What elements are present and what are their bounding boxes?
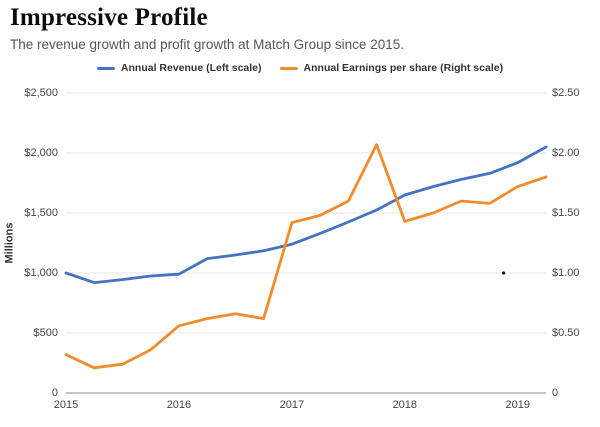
y-axis-left-tick: $1,000 <box>24 267 58 279</box>
left-axis-title: Millions <box>3 222 16 264</box>
x-axis-tick: 2015 <box>53 399 79 411</box>
y-axis-left-tick: $2,500 <box>24 87 58 99</box>
legend-item-eps: Annual Earnings per share (Right scale) <box>279 62 504 74</box>
revenue-line-swatch <box>96 66 115 70</box>
y-axis-left-tick: 0 <box>51 387 58 399</box>
eps-line-swatch <box>279 66 298 70</box>
page-title: Impressive Profile <box>10 4 208 31</box>
page-subtitle: The revenue growth and profit growth at … <box>10 37 404 52</box>
annotation-dot <box>502 271 506 275</box>
series-line-revenue <box>64 145 548 285</box>
x-axis-tick: 2019 <box>505 399 530 411</box>
y-axis-left-tick: $2,000 <box>24 147 58 159</box>
y-axis-right-tick: $0.50 <box>552 327 580 339</box>
x-axis-tick: 2016 <box>166 399 192 411</box>
y-axis-right-tick: 0 <box>552 387 559 399</box>
y-axis-left-tick: $1,500 <box>24 207 58 219</box>
chart-legend: Annual Revenue (Left scale) Annual Earni… <box>0 62 600 74</box>
legend-item-revenue: Annual Revenue (Left scale) <box>96 62 262 74</box>
legend-label-eps: Annual Earnings per share (Right scale) <box>303 62 504 74</box>
x-axis-tick: 2017 <box>279 399 305 411</box>
y-axis-right-tick: $2.00 <box>552 147 580 159</box>
y-axis-right-tick: $1.00 <box>552 267 580 279</box>
y-axis-left-tick: $500 <box>33 327 58 339</box>
legend-label-revenue: Annual Revenue (Left scale) <box>120 62 262 74</box>
series-line-eps <box>64 143 548 370</box>
x-axis-tick: 2018 <box>392 399 418 411</box>
left-axis-title-wrap: Millions <box>0 93 18 393</box>
y-axis-right-tick: $2.50 <box>552 87 580 99</box>
y-axis-right-tick: $1.50 <box>552 207 580 219</box>
